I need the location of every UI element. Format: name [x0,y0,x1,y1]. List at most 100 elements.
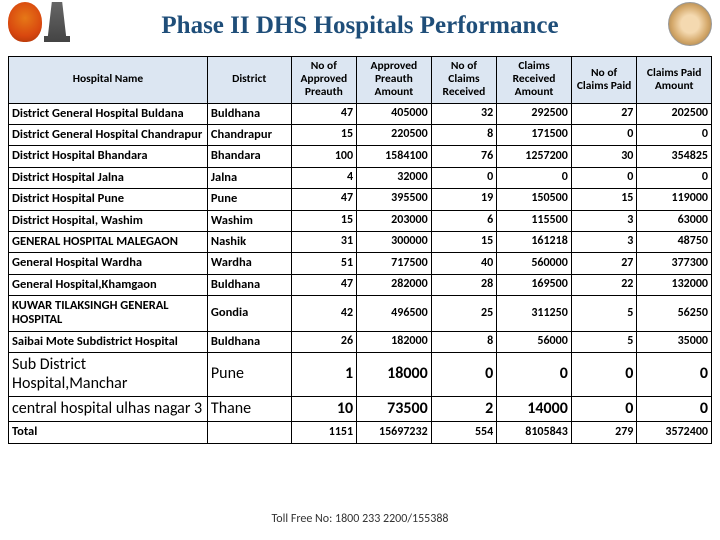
cell-value: 0 [571,125,637,146]
cell-value: 554 [431,422,497,443]
cell-district: Buldhana [207,103,291,124]
cell-value: 51 [291,253,357,274]
performance-table: Hospital Name District No of Approved Pr… [8,56,712,444]
cell-district: Chandrapur [207,125,291,146]
cell-hospital-name: KUWAR TILAKSINGH GENERAL HOSPITAL [9,296,208,332]
cell-value: 3 [571,210,637,231]
cell-district: Gondia [207,296,291,332]
table-row: District General Hospital ChandrapurChan… [9,125,712,146]
cell-value: 182000 [357,331,432,352]
col-claims-paid-count: No of Claims Paid [571,57,637,104]
cell-value: 292500 [497,103,572,124]
cell-district: Washim [207,210,291,231]
cell-hospital-name: District Hospital Pune [9,189,208,210]
cell-hospital-name: District Hospital Jalna [9,167,208,188]
cell-value: 76 [431,146,497,167]
cell-district: Buldhana [207,331,291,352]
cell-value: 15 [571,189,637,210]
table-row: District Hospital BhandaraBhandara100158… [9,146,712,167]
cell-value: 132000 [637,274,712,295]
cell-value: 47 [291,189,357,210]
table-header-row: Hospital Name District No of Approved Pr… [9,57,712,104]
cell-value: 40 [431,253,497,274]
table-row: General Hospital,KhamgaonBuldhana4728200… [9,274,712,295]
cell-district: Wardha [207,253,291,274]
cell-value: 354825 [637,146,712,167]
cell-value: 377300 [637,253,712,274]
cell-district: Bhandara [207,146,291,167]
cell-value: 32000 [357,167,432,188]
cell-value: 202500 [637,103,712,124]
col-claims-paid-amount: Claims Paid Amount [637,57,712,104]
table-row: District Hospital, WashimWashim152030006… [9,210,712,231]
cell-district: Nashik [207,231,291,252]
cell-value: 3 [571,231,637,252]
table-row: District General Hospital BuldanaBuldhan… [9,103,712,124]
cell-value: 150500 [497,189,572,210]
cell-value: 1584100 [357,146,432,167]
cell-value: 8 [431,331,497,352]
page-title: Phase II DHS Hospitals Performance [0,8,720,40]
cell-value: 56250 [637,296,712,332]
cell-value: 119000 [637,189,712,210]
ashoka-pillar-icon [44,2,70,42]
cell-value: 0 [637,125,712,146]
cell-value: 8105843 [497,422,572,443]
cell-value: 15 [291,125,357,146]
cell-value: 395500 [357,189,432,210]
footer-text: Toll Free No: 1800 233 2200/155388 [0,512,720,526]
col-preauth-amount: Approved Preauth Amount [357,57,432,104]
cell-value: 48750 [637,231,712,252]
cell-value: 3572400 [637,422,712,443]
cell-hospital-name: General Hospital,Khamgaon [9,274,208,295]
table-container: Hospital Name District No of Approved Pr… [0,50,720,444]
table-row: Sub District Hospital,MancharPune1180000… [9,353,712,397]
col-claims-received-count: No of Claims Received [431,57,497,104]
table-row: General Hospital WardhaWardha51717500405… [9,253,712,274]
cell-value: 31 [291,231,357,252]
cell-value: 496500 [357,296,432,332]
cell-value: 6 [431,210,497,231]
state-emblem-icon [8,2,42,42]
cell-value: 5 [571,296,637,332]
cell-value: 5 [571,331,637,352]
col-claims-received-amount: Claims Received Amount [497,57,572,104]
table-row: KUWAR TILAKSINGH GENERAL HOSPITALGondia4… [9,296,712,332]
table-row: Saibai Mote Subdistrict HospitalBuldhana… [9,331,712,352]
cell-value: 115500 [497,210,572,231]
cell-value: 1151 [291,422,357,443]
cell-value: 311250 [497,296,572,332]
cell-value: 25 [431,296,497,332]
col-district: District [207,57,291,104]
cell-value: 26 [291,331,357,352]
cell-district: Pune [207,189,291,210]
cell-hospital-name: General Hospital Wardha [9,253,208,274]
cell-value: 1 [291,353,357,397]
col-preauth-count: No of Approved Preauth [291,57,357,104]
cell-value: 27 [571,103,637,124]
table-row: central hospital ulhas nagar 3Thane10735… [9,396,712,421]
cell-value: 56000 [497,331,572,352]
scheme-logo-icon [668,2,712,46]
cell-value: 203000 [357,210,432,231]
cell-value: 405000 [357,103,432,124]
cell-value: 1257200 [497,146,572,167]
cell-value: 0 [571,396,637,421]
cell-value: 15697232 [357,422,432,443]
cell-value: 28 [431,274,497,295]
cell-value: 4 [291,167,357,188]
cell-value: 18000 [357,353,432,397]
cell-value: 0 [431,167,497,188]
cell-value: 32 [431,103,497,124]
cell-value: 42 [291,296,357,332]
cell-hospital-name: Sub District Hospital,Manchar [9,353,208,397]
cell-value: 161218 [497,231,572,252]
cell-value: 0 [497,167,572,188]
cell-district: Jalna [207,167,291,188]
cell-value: 0 [637,167,712,188]
cell-value: 27 [571,253,637,274]
cell-value: 560000 [497,253,572,274]
table-total-row: Total11511569723255481058432793572400 [9,422,712,443]
logo-left [8,2,70,42]
table-row: GENERAL HOSPITAL MALEGAONNashik313000001… [9,231,712,252]
